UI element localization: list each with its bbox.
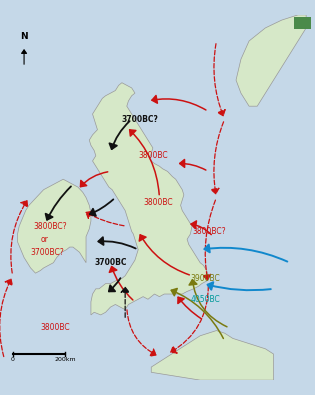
Polygon shape: [151, 331, 273, 380]
Text: N: N: [20, 32, 28, 41]
Polygon shape: [236, 15, 306, 106]
Text: 0: 0: [11, 357, 14, 361]
Text: 3900BC: 3900BC: [190, 274, 220, 283]
Bar: [294, 17, 311, 30]
Text: 3700BC: 3700BC: [94, 258, 127, 267]
Text: or: or: [40, 235, 48, 244]
Text: 200km: 200km: [54, 357, 76, 361]
Text: 3700BC?: 3700BC?: [31, 248, 64, 257]
Text: 3800BC: 3800BC: [143, 198, 173, 207]
Text: 3800BC: 3800BC: [40, 324, 70, 333]
Text: 3800BC: 3800BC: [138, 151, 168, 160]
Polygon shape: [89, 83, 208, 315]
Text: 4050BC: 4050BC: [190, 295, 220, 304]
Text: 3700BC?: 3700BC?: [122, 115, 159, 124]
Polygon shape: [18, 179, 91, 273]
Text: 3800BC?: 3800BC?: [34, 222, 67, 231]
Text: 3800BC?: 3800BC?: [192, 227, 226, 236]
